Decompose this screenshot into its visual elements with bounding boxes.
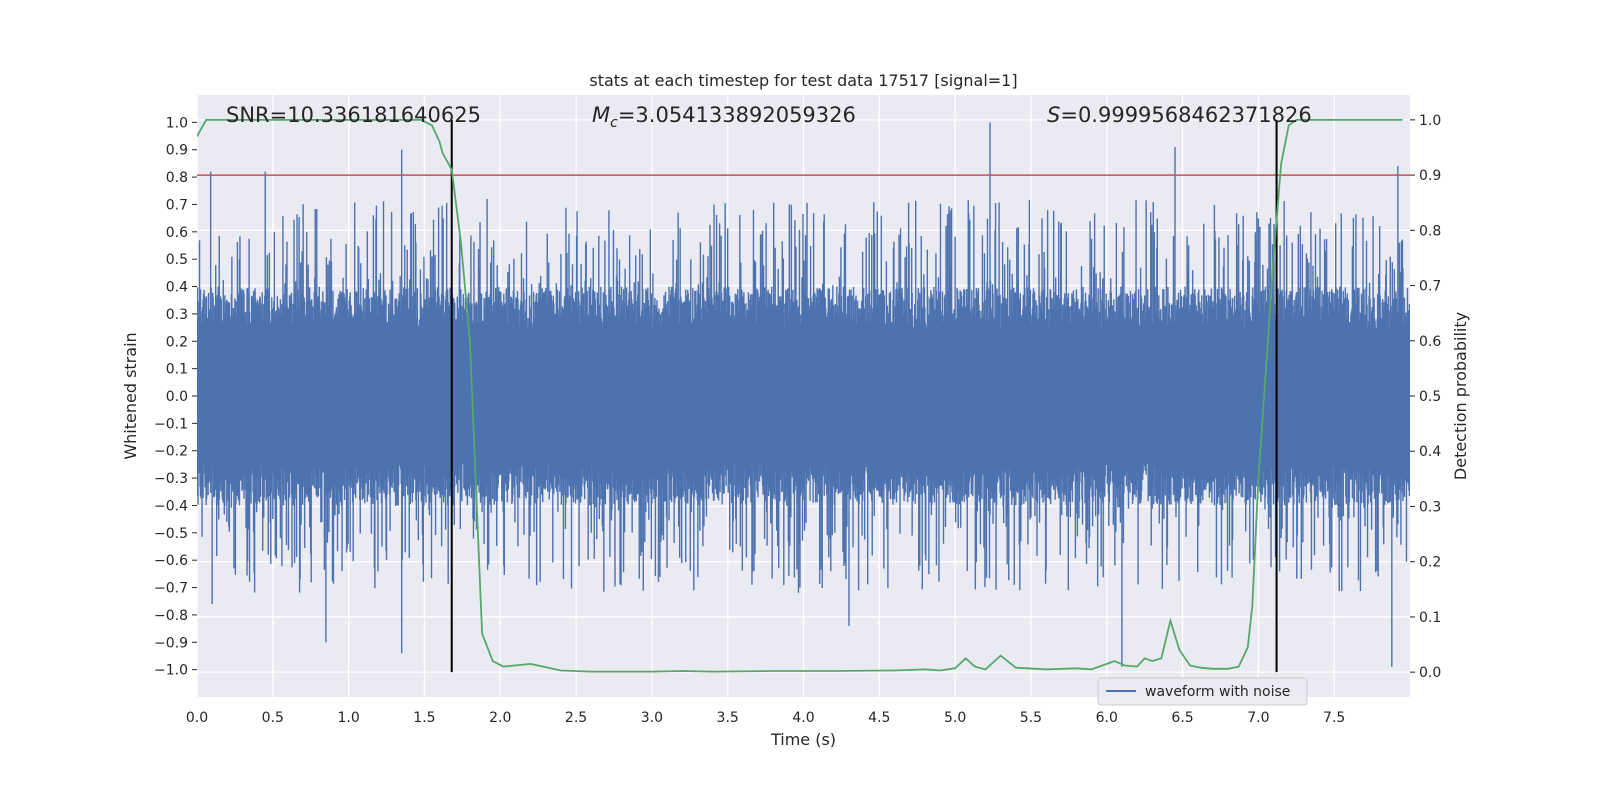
x-tick-label: 1.0 [337,710,359,726]
y-tick-label: 0.2 [166,334,188,350]
x-tick-label: 4.0 [792,710,814,726]
score-symbol: S [1047,103,1060,127]
y-tick-label: 0.3 [166,307,188,323]
y-tick-label: 0.7 [166,197,188,213]
waveform-trace [197,122,1410,667]
legend: waveform with noise [1097,677,1308,706]
y-axis-label: Whitened strain [121,332,140,459]
x-tick-label: 0.5 [262,710,284,726]
y2-tick-label: 0.6 [1419,334,1441,350]
snr-annotation: SNR=10.336181640625 [226,103,481,127]
chirp-mass-symbol: M [592,103,610,127]
y-tick-label: −0.4 [154,498,188,514]
y2-tick-label: 1.0 [1419,113,1441,129]
x-tick-label: 7.5 [1323,710,1345,726]
y2-axis-label: Detection probability [1451,312,1470,480]
y2-tick-label: 0.7 [1419,279,1441,295]
y2-tick-label: 0.2 [1419,555,1441,571]
y-tick-label: 0.5 [166,252,188,268]
y-tick-label: 0.4 [166,280,188,296]
y-tick-label: 0.9 [166,143,188,159]
score-value: =0.9999568462371826 [1060,103,1311,127]
y-tick-label: −0.8 [154,608,188,624]
y-tick-label: 0.0 [166,389,188,405]
y-tick-label: −0.7 [154,581,188,597]
series-detection-probability [197,119,1410,673]
x-tick-label: 6.5 [1171,710,1193,726]
x-tick-label: 1.5 [413,710,435,726]
y-tick-label: −0.3 [154,471,188,487]
chirp-mass-value: =3.054133892059326 [618,103,856,127]
series-waveform-with-noise [197,122,1410,667]
chart-title: stats at each timestep for test data 175… [589,71,1017,90]
x-tick-label: 5.5 [1020,710,1042,726]
legend-entry-waveform: waveform with noise [1145,684,1290,700]
y2-tick-label: 0.5 [1419,389,1441,405]
y-tick-label: 0.1 [166,362,188,378]
y2-tick-label: 0.1 [1419,610,1441,626]
x-tick-label: 2.0 [489,710,511,726]
y2-tick-label: 0.8 [1419,223,1441,239]
x-tick-label: 3.0 [641,710,663,726]
y-tick-label: −0.2 [154,444,188,460]
x-axis-label: Time (s) [770,730,836,749]
y-tick-label: 0.8 [166,170,188,186]
x-tick-label: 3.5 [717,710,739,726]
y-tick-label: −0.5 [154,526,188,542]
x-tick-label: 7.0 [1247,710,1269,726]
axis-ticks: 0.0 0.5 1.0 1.5 2.0 2.5 3.0 3.5 4.0 4.5 5.0 5.5 6.0 6… [154,113,1441,726]
y-tick-label: −0.1 [154,416,188,432]
chirp-mass-annotation: Mc=3.054133892059326 [592,103,856,131]
score-annotation: S=0.9999568462371826 [1047,103,1312,127]
y2-tick-label: 0.0 [1419,665,1441,681]
x-tick-label: 2.5 [565,710,587,726]
y-tick-label: −0.6 [154,553,188,569]
y-tick-label: −1.0 [154,663,188,679]
y2-tick-label: 0.9 [1419,168,1441,184]
detection-probability-line [197,119,1403,673]
x-tick-label: 0.0 [186,710,208,726]
y2-tick-label: 0.3 [1419,499,1441,515]
x-tick-label: 4.5 [868,710,890,726]
chirp-mass-subscript: c [610,115,618,131]
x-tick-label: 6.0 [1096,710,1118,726]
y-tick-label: −0.9 [154,635,188,651]
y2-tick-label: 0.4 [1419,444,1441,460]
y-tick-label: 1.0 [166,115,188,131]
y-tick-label: 0.6 [166,225,188,241]
legend-box [1097,677,1308,706]
x-tick-label: 5.0 [944,710,966,726]
